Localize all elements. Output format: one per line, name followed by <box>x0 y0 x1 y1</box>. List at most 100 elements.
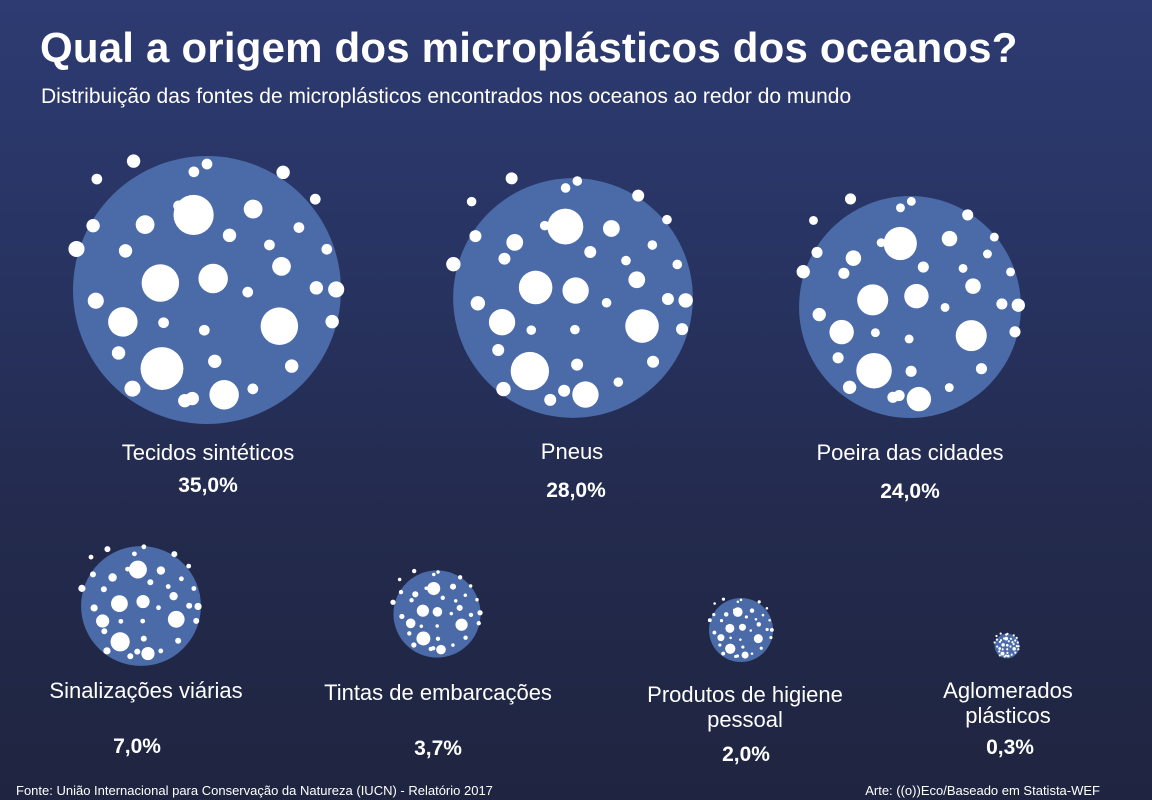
microplastic-dot <box>1003 655 1006 658</box>
microplastic-dot <box>140 347 184 390</box>
category-label-tintas: Tintas de embarcações <box>324 680 552 705</box>
microplastic-dot <box>476 621 481 626</box>
microplastic-dot <box>475 597 479 602</box>
microplastic-dot <box>768 618 771 622</box>
microplastic-dot <box>845 250 862 266</box>
microplastic-dot <box>435 636 441 641</box>
microplastic-dot <box>1001 648 1004 651</box>
microplastic-dot <box>741 651 749 659</box>
microplastic-dot <box>469 230 482 243</box>
microplastic-dot <box>432 572 436 577</box>
microplastic-dot <box>1017 645 1020 648</box>
microplastic-dot <box>89 571 96 578</box>
microplastic-dot <box>602 220 620 237</box>
microplastic-dot <box>118 618 124 624</box>
credit-note: Arte: ((o))Eco/Baseado em Statista-WEF <box>865 783 1100 798</box>
microplastic-dot <box>842 380 857 394</box>
microplastic-dot <box>498 252 511 265</box>
microplastic-dot <box>449 583 457 590</box>
microplastic-dot <box>191 586 197 591</box>
microplastic-dot <box>625 309 659 343</box>
microplastic-dot <box>661 292 674 305</box>
microplastic-dot <box>128 560 147 579</box>
microplastic-dot <box>209 380 239 410</box>
microplastic-dot <box>1009 637 1013 640</box>
microplastic-dot <box>456 604 463 611</box>
microplastic-dot <box>998 647 1002 650</box>
microplastic-dot <box>996 645 999 648</box>
microplastic-dot <box>995 638 999 641</box>
microplastic-dot <box>125 566 130 572</box>
microplastic-dot <box>1015 636 1018 639</box>
microplastic-dot <box>424 586 428 590</box>
microplastic-dot <box>944 383 954 392</box>
microplastic-dot <box>756 622 762 627</box>
microplastic-dot <box>632 189 645 202</box>
microplastic-dot <box>739 598 743 602</box>
microplastic-dot <box>1009 326 1021 338</box>
microplastic-dot <box>584 245 597 258</box>
microplastic-dot <box>526 325 537 335</box>
microplastic-dot <box>601 298 612 308</box>
microplastic-dot <box>613 377 624 387</box>
microplastic-dot <box>707 618 712 623</box>
microplastic-dot <box>457 575 463 580</box>
microplastic-dot <box>186 602 193 609</box>
microplastic-dot <box>562 277 589 304</box>
microplastic-dot <box>1014 639 1017 642</box>
microplastic-dot <box>1005 643 1009 647</box>
microplastic-dot <box>998 654 1001 657</box>
bubble-group <box>446 172 693 418</box>
microplastic-dot <box>544 393 557 406</box>
microplastic-dot <box>753 634 763 644</box>
microplastic-dot <box>769 627 774 632</box>
microplastic-dot <box>975 363 988 375</box>
microplastic-dot <box>411 568 417 574</box>
microplastic-dot <box>103 647 111 655</box>
microplastic-dot <box>167 610 185 628</box>
microplastic-dot <box>140 618 146 624</box>
microplastic-dot <box>104 546 111 553</box>
value-label-tintas: 3,7% <box>414 737 462 760</box>
microplastic-dot <box>108 307 138 337</box>
microplastic-dot <box>721 651 726 656</box>
microplastic-dot <box>188 166 200 178</box>
microplastic-dot <box>759 646 763 650</box>
microplastic-dot <box>736 600 740 604</box>
microplastic-dot <box>178 393 192 408</box>
microplastic-dot <box>738 623 746 631</box>
microplastic-dot <box>856 352 892 389</box>
microplastic-dot <box>492 344 505 357</box>
microplastic-dot <box>111 346 126 360</box>
microplastic-dot <box>407 631 412 636</box>
microplastic-dot <box>436 644 446 655</box>
microplastic-dot <box>832 352 844 364</box>
microplastic-dot <box>718 643 722 647</box>
microplastic-dot <box>101 628 108 635</box>
microplastic-dot <box>108 573 117 582</box>
microplastic-dot <box>175 637 182 644</box>
microplastic-dot <box>325 314 339 329</box>
value-label-sinalizacoes: 7,0% <box>113 735 161 758</box>
microplastic-dot <box>905 365 917 377</box>
microplastic-dot <box>717 634 725 642</box>
microplastic-dot <box>436 570 440 574</box>
value-label-poeira: 24,0% <box>880 480 940 503</box>
microplastic-dot <box>769 635 773 640</box>
microplastic-dot <box>96 614 110 628</box>
microplastic-dot <box>455 618 468 631</box>
microplastic-dot <box>466 196 477 207</box>
source-note: Fonte: União Internacional para Conserva… <box>16 783 493 798</box>
bubble-group <box>78 544 202 666</box>
microplastic-dot <box>156 605 161 611</box>
category-label-pneus: Pneus <box>540 439 604 464</box>
microplastic-dot <box>995 634 998 638</box>
microplastic-dot <box>719 619 724 623</box>
microplastic-dot <box>1010 653 1013 656</box>
microplastic-dot <box>734 654 738 659</box>
microplastic-dot <box>983 249 992 259</box>
microplastic-dot <box>201 158 213 170</box>
microplastic-dot <box>723 612 729 617</box>
microplastic-dot <box>309 281 324 295</box>
